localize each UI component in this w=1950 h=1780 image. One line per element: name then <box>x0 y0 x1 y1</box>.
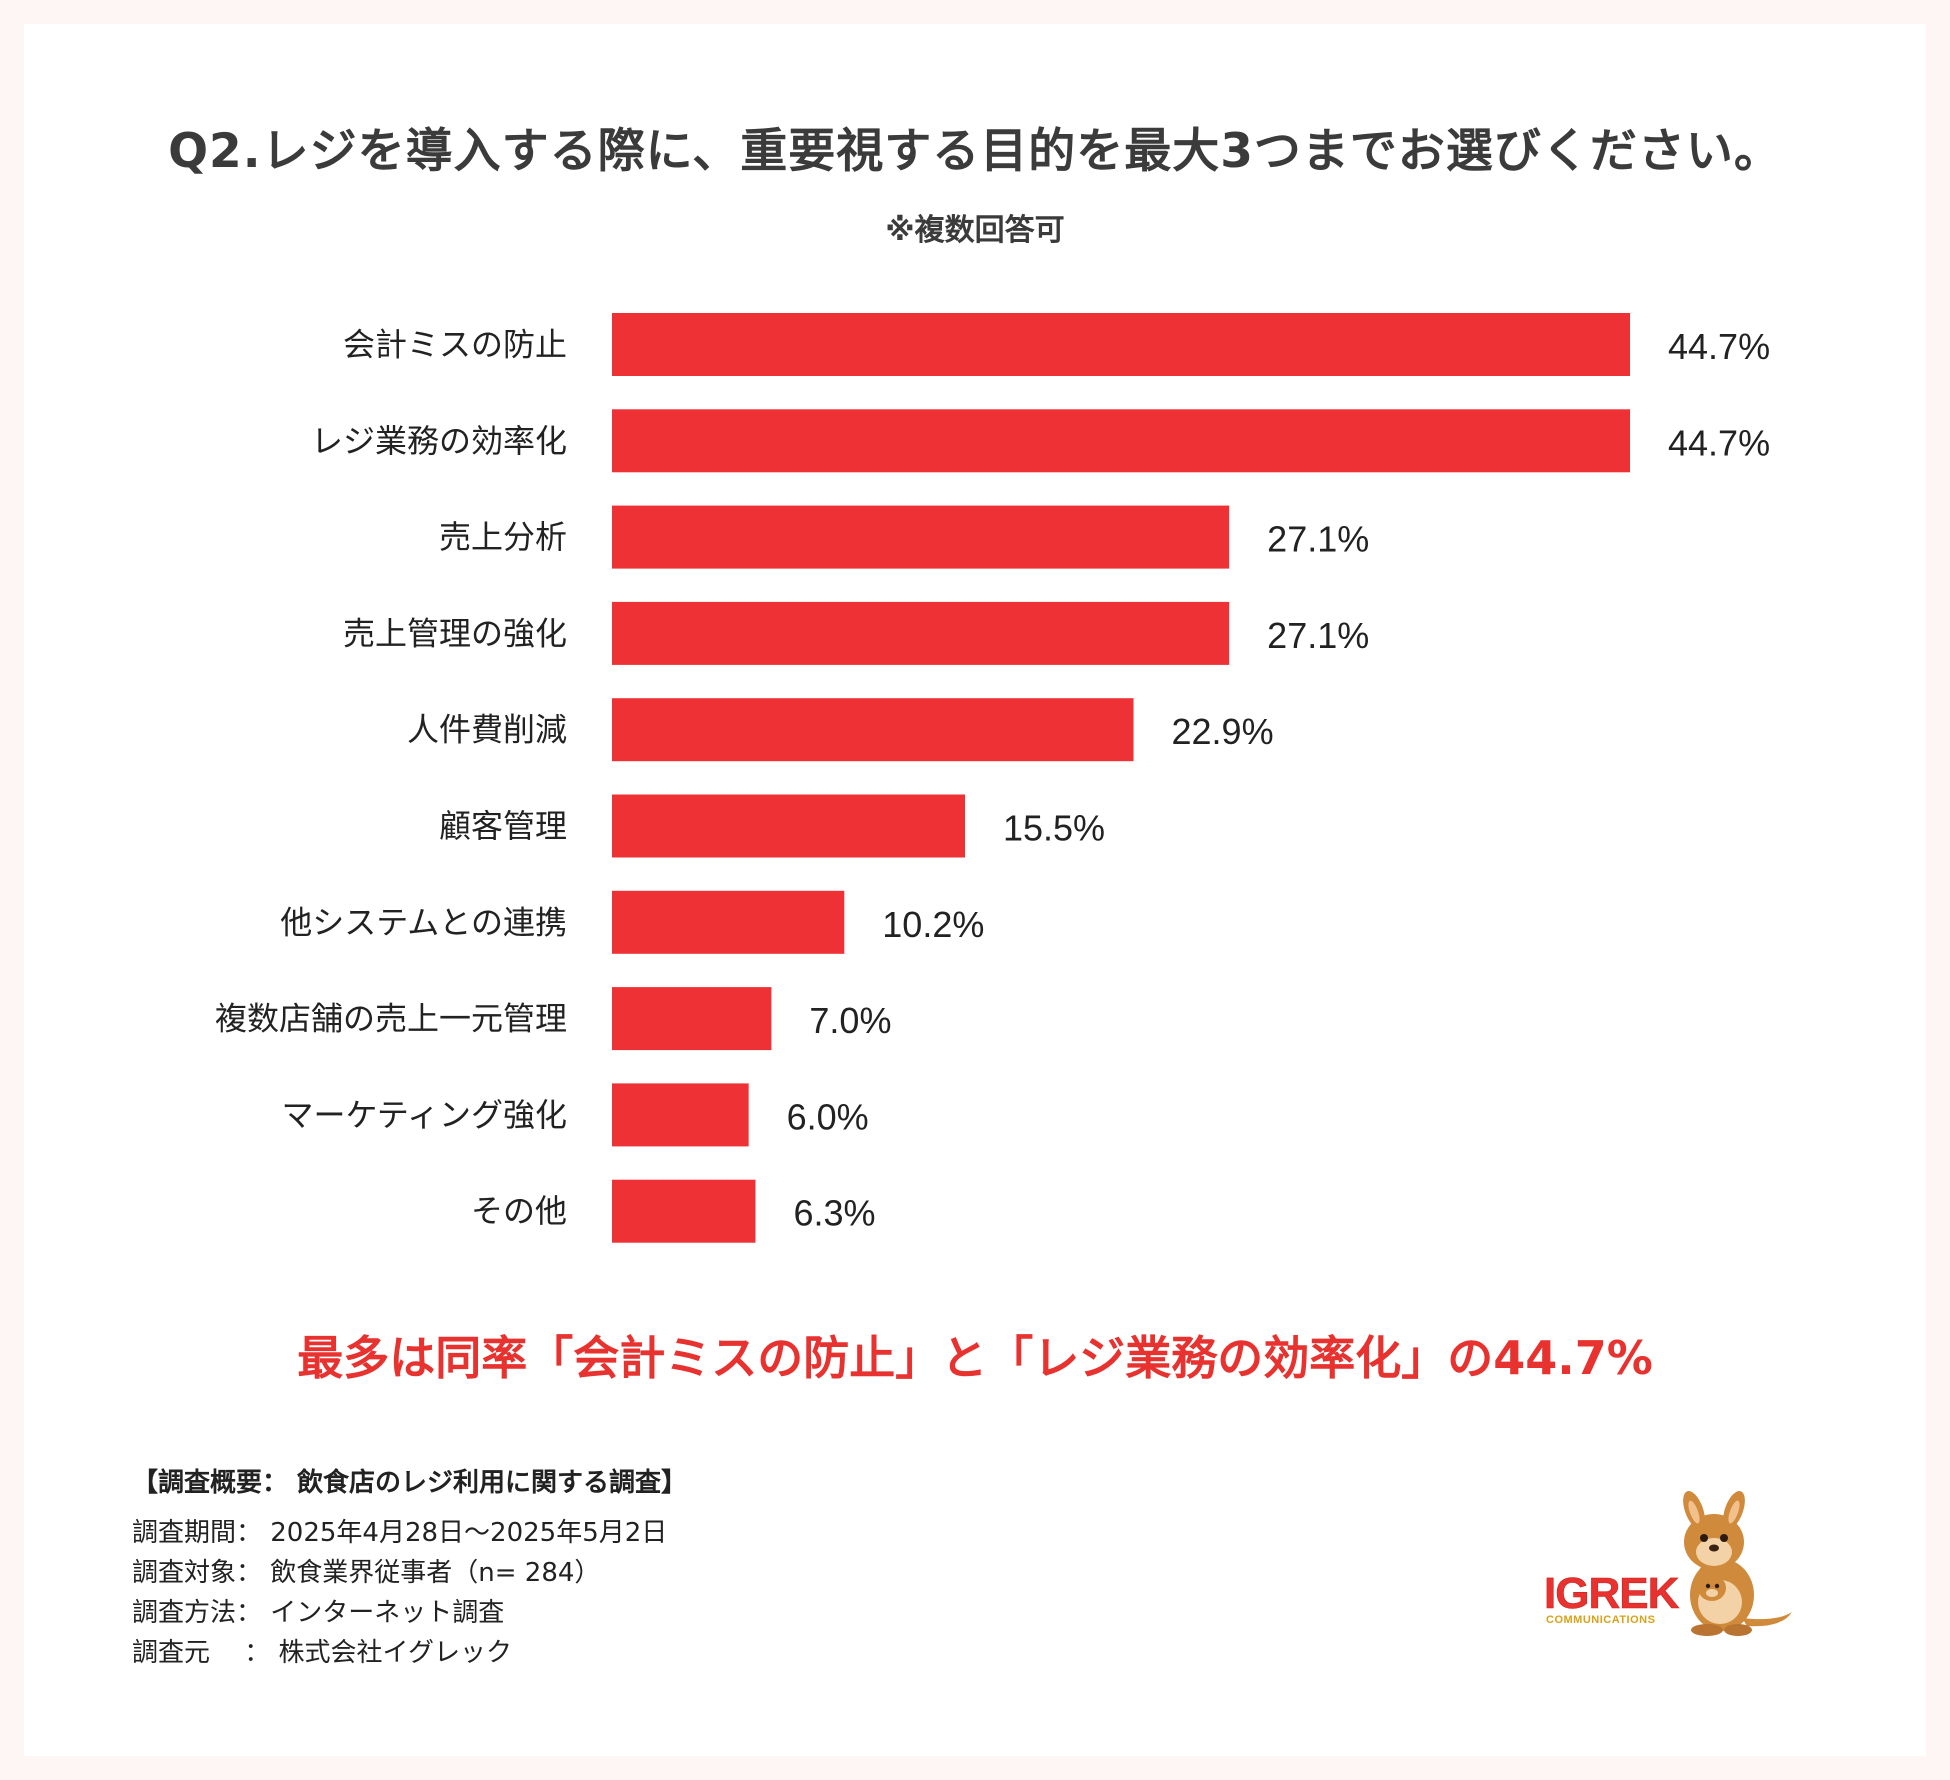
logo-tagline: COMMUNICATIONS <box>1546 1614 1655 1626</box>
bar <box>612 313 1630 376</box>
bar <box>612 794 965 858</box>
value-label: 6.3% <box>793 1193 875 1234</box>
bar-chart: 会計ミスの防止 44.7% レジ業務の効率化 44.7% 売上分析 27.1% 売上管理の強… <box>215 313 1770 1243</box>
value-label: 10.2% <box>882 904 984 945</box>
value-label: 6.0% <box>787 1096 869 1137</box>
kangaroo-mascot <box>1683 1490 1792 1636</box>
headline-finding: 最多は同率「会計ミスの防止」と「レジ業務の効率化」の44.7% <box>297 1331 1653 1385</box>
survey-overview: 【調査概要： 飲食店のレジ利用に関する調査】 調査期間： 2025年4月28日～… <box>132 1462 687 1673</box>
survey-method: 調査方法： インターネット調査 <box>132 1598 505 1628</box>
value-label: 44.7% <box>1668 326 1770 367</box>
bar <box>612 601 1230 665</box>
category-label: 複数店舗の売上一元管理 <box>215 1000 567 1038</box>
value-label: 15.5% <box>1003 808 1105 849</box>
category-label: その他 <box>471 1192 567 1230</box>
category-label: 売上分析 <box>439 518 567 556</box>
value-label: 7.0% <box>809 1000 891 1041</box>
bar <box>612 698 1134 762</box>
survey-heading: 【調査概要： 飲食店のレジ利用に関する調査】 <box>132 1468 688 1498</box>
bar <box>612 409 1630 473</box>
value-label: 44.7% <box>1668 422 1770 463</box>
chart-subtitle: ※複数回答可 <box>885 213 1065 248</box>
bar <box>612 505 1230 569</box>
bar <box>612 890 845 954</box>
survey-source: 調査元 ： 株式会社イグレック <box>132 1638 513 1668</box>
value-label: 22.9% <box>1172 711 1274 752</box>
category-label: 顧客管理 <box>439 807 567 845</box>
igrek-logo: IGREK COMMUNICATIONS <box>1544 1490 1792 1636</box>
category-label: マーケティング強化 <box>282 1096 567 1134</box>
category-label: 売上管理の強化 <box>343 614 567 652</box>
chart-title: Q2.レジを導入する際に、重要視する目的を最大3つまでお選びください。 <box>168 124 1782 179</box>
bar <box>612 1083 749 1147</box>
survey-period: 調査期間： 2025年4月28日～2025年5月2日 <box>132 1518 668 1548</box>
value-label: 27.1% <box>1267 615 1369 656</box>
survey-target: 調査対象： 飲食業界従事者（n= 284） <box>132 1558 601 1588</box>
category-label: レジ業務の効率化 <box>311 422 567 460</box>
category-label: 他システムとの連携 <box>280 903 567 941</box>
value-label: 27.1% <box>1267 519 1369 560</box>
logo-text: IGREK <box>1544 1569 1680 1618</box>
category-label: 会計ミスの防止 <box>343 326 567 364</box>
bar <box>612 1179 756 1243</box>
chart-card <box>24 24 1926 1756</box>
category-label: 人件費削減 <box>407 711 567 749</box>
bar <box>612 987 772 1051</box>
